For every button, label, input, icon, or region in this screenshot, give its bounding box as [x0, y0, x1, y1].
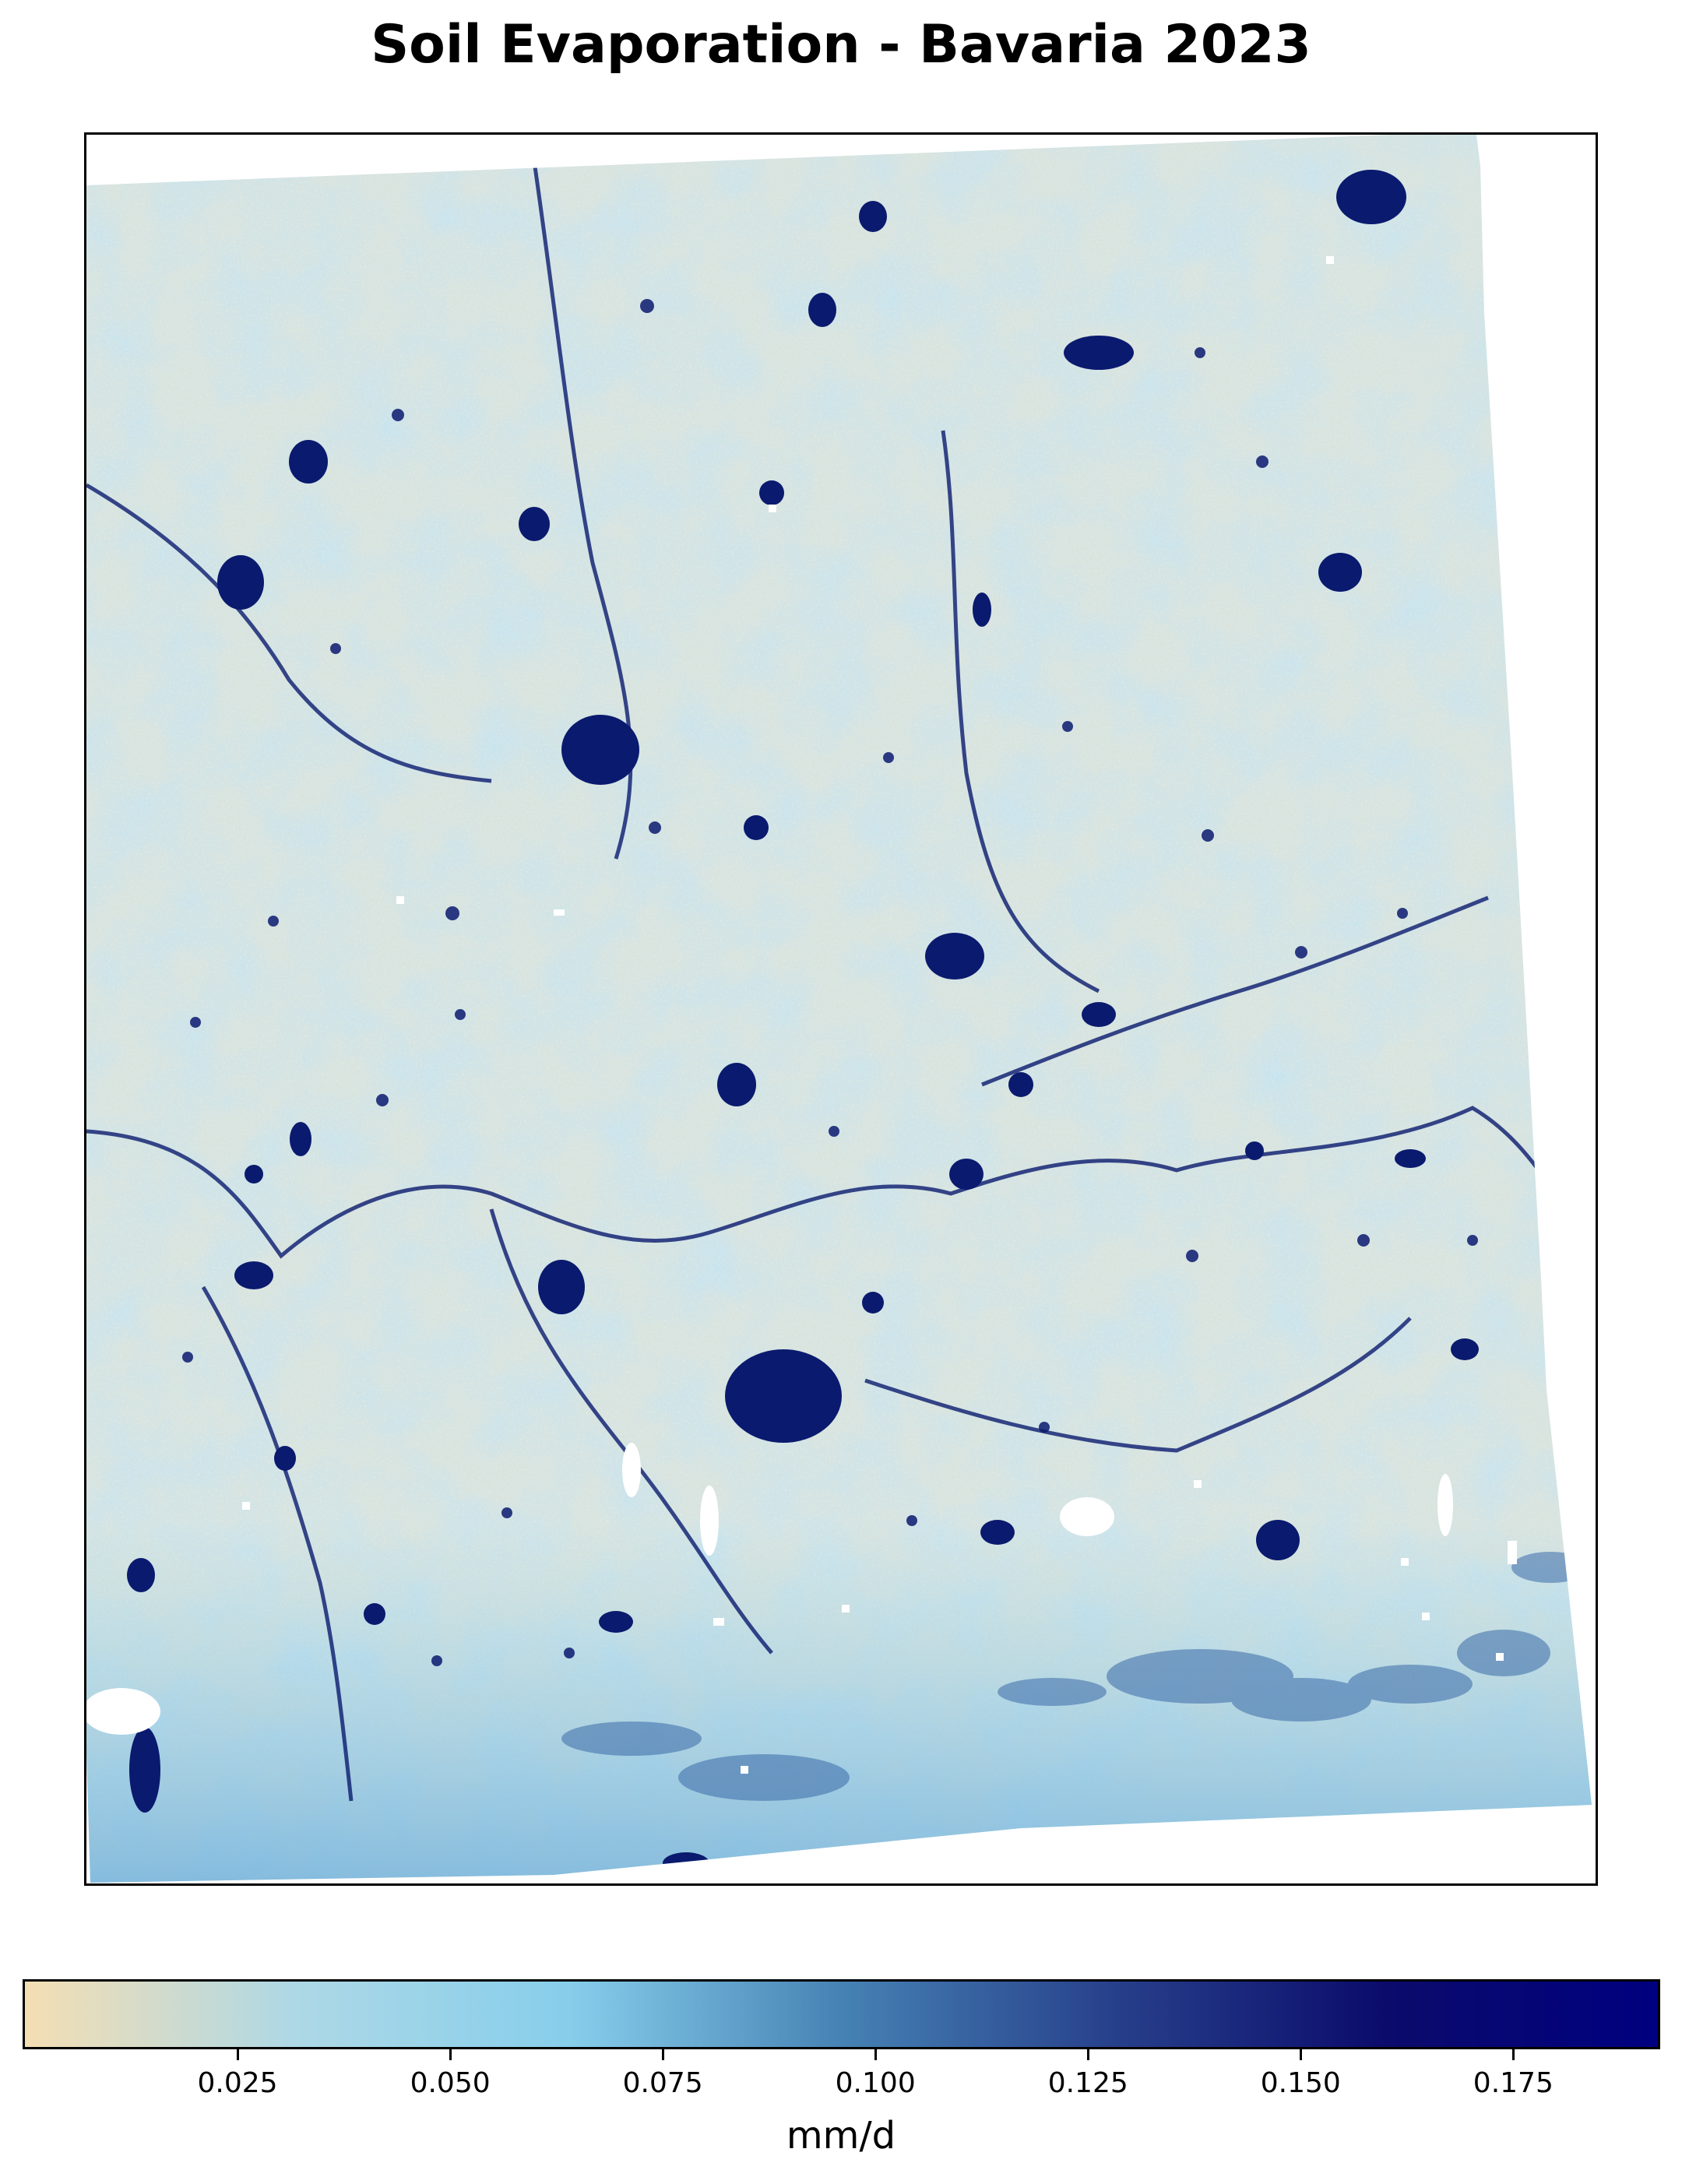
colorbar-gradient — [25, 1982, 1658, 2047]
colorbar-tick — [1512, 2049, 1515, 2060]
colorbar-tick-label: 0.150 — [1260, 2067, 1341, 2099]
colorbar-label: mm/d — [786, 2114, 896, 2158]
colorbar-tick-label: 0.075 — [622, 2067, 703, 2099]
colorbar — [23, 1979, 1660, 2049]
colorbar-tick-label: 0.025 — [197, 2067, 278, 2099]
evaporation-map — [86, 135, 1592, 1883]
colorbar-tick — [1087, 2049, 1090, 2060]
colorbar-tick-label: 0.175 — [1473, 2067, 1554, 2099]
colorbar-tick — [662, 2049, 665, 2060]
colorbar-tick — [449, 2049, 452, 2060]
map-frame — [84, 132, 1598, 1886]
colorbar-tick — [874, 2049, 878, 2060]
colorbar-tick — [1300, 2049, 1303, 2060]
colorbar-tick-label: 0.100 — [835, 2067, 916, 2099]
colorbar-tick-label: 0.050 — [410, 2067, 491, 2099]
page-title: Soil Evaporation - Bavaria 2023 — [371, 14, 1311, 76]
colorbar-tick — [237, 2049, 240, 2060]
colorbar-tick-label: 0.125 — [1047, 2067, 1128, 2099]
